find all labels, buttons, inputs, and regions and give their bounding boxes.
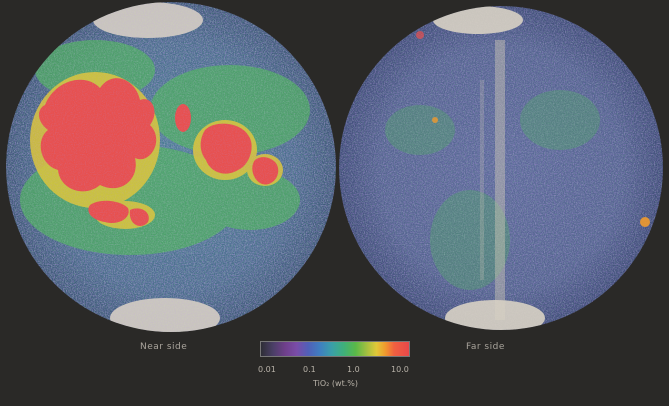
colorbar-tick-label: 0.1: [303, 365, 316, 374]
far-side-label: Far side: [466, 342, 505, 352]
near-side-hemisphere: [6, 2, 336, 332]
far-side-hemisphere: [339, 6, 663, 330]
near-side-label: Near side: [140, 342, 188, 352]
colorbar-title: TiO₂ (wt.%): [313, 379, 358, 388]
colorbar-tick-label: 10.0: [391, 365, 409, 374]
tio2-colorbar: [260, 341, 410, 357]
colorbar-tick-label: 0.01: [258, 365, 276, 374]
colorbar-tick-label: 1.0: [347, 365, 360, 374]
